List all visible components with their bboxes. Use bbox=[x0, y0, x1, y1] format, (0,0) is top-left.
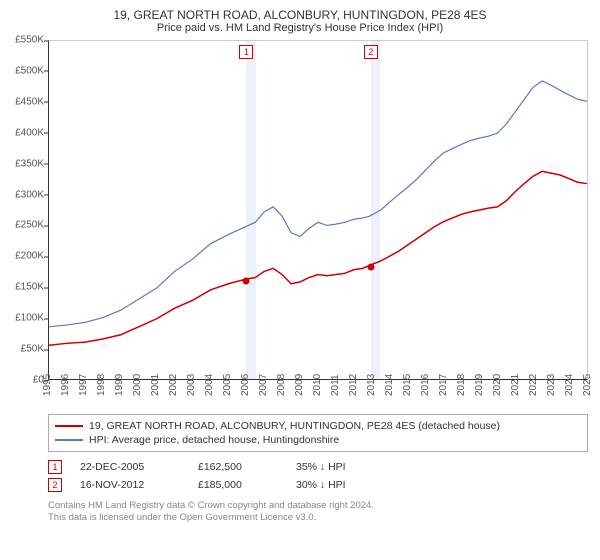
chart-title: 19, GREAT NORTH ROAD, ALCONBURY, HUNTING… bbox=[8, 8, 592, 22]
y-tick: £500K bbox=[15, 65, 44, 76]
footer: Contains HM Land Registry data © Crown c… bbox=[48, 500, 592, 524]
y-tick: £350K bbox=[15, 158, 44, 169]
x-tick: 1998 bbox=[96, 374, 107, 396]
footer-line: Contains HM Land Registry data © Crown c… bbox=[48, 500, 592, 512]
x-tick: 2002 bbox=[168, 374, 179, 396]
sale-delta: 35% ↓ HPI bbox=[296, 461, 386, 473]
x-tick: 2009 bbox=[294, 374, 305, 396]
legend: 19, GREAT NORTH ROAD, ALCONBURY, HUNTING… bbox=[48, 414, 588, 452]
x-tick: 2021 bbox=[510, 374, 521, 396]
x-tick: 1995 bbox=[42, 374, 53, 396]
x-tick: 2022 bbox=[528, 374, 539, 396]
x-tick: 2001 bbox=[150, 374, 161, 396]
legend-label: HPI: Average price, detached house, Hunt… bbox=[89, 434, 339, 446]
chart: 12 £0£50K£100K£150K£200K£250K£300K£350K£… bbox=[48, 40, 588, 410]
legend-item: 19, GREAT NORTH ROAD, ALCONBURY, HUNTING… bbox=[55, 419, 581, 433]
y-tick: £50K bbox=[21, 344, 44, 355]
x-tick: 2005 bbox=[222, 374, 233, 396]
x-tick: 2003 bbox=[186, 374, 197, 396]
y-tick: £150K bbox=[15, 282, 44, 293]
x-tick: 2006 bbox=[240, 374, 251, 396]
y-tick: £100K bbox=[15, 313, 44, 324]
sale-date: 16-NOV-2012 bbox=[80, 479, 180, 491]
x-tick: 2014 bbox=[384, 374, 395, 396]
x-tick: 1997 bbox=[78, 374, 89, 396]
sale-marker-dot bbox=[243, 277, 250, 284]
sale-marker-icon: 1 bbox=[48, 460, 62, 474]
sale-delta: 30% ↓ HPI bbox=[296, 479, 386, 491]
chart-subtitle: Price paid vs. HM Land Registry's House … bbox=[8, 22, 592, 34]
y-tick: £200K bbox=[15, 251, 44, 262]
x-tick: 2025 bbox=[582, 374, 593, 396]
legend-label: 19, GREAT NORTH ROAD, ALCONBURY, HUNTING… bbox=[89, 420, 500, 432]
y-tick: £400K bbox=[15, 127, 44, 138]
sale-marker-icon: 2 bbox=[48, 478, 62, 492]
x-tick: 2017 bbox=[438, 374, 449, 396]
y-axis: £0£50K£100K£150K£200K£250K£300K£350K£400… bbox=[8, 40, 46, 380]
x-tick: 2010 bbox=[312, 374, 323, 396]
sale-marker-label: 1 bbox=[239, 45, 253, 59]
y-tick: £450K bbox=[15, 96, 44, 107]
series-property bbox=[49, 171, 587, 345]
x-tick: 1999 bbox=[114, 374, 125, 396]
x-tick: 2015 bbox=[402, 374, 413, 396]
x-tick: 2004 bbox=[204, 374, 215, 396]
x-tick: 2023 bbox=[546, 374, 557, 396]
y-tick: £250K bbox=[15, 220, 44, 231]
chart-lines bbox=[49, 41, 587, 379]
sale-price: £185,000 bbox=[198, 479, 278, 491]
legend-item: HPI: Average price, detached house, Hunt… bbox=[55, 433, 581, 447]
x-tick: 2019 bbox=[474, 374, 485, 396]
sale-marker-label: 2 bbox=[364, 45, 378, 59]
x-tick: 2013 bbox=[366, 374, 377, 396]
x-tick: 2000 bbox=[132, 374, 143, 396]
x-tick: 2007 bbox=[258, 374, 269, 396]
x-tick: 2024 bbox=[564, 374, 575, 396]
legend-swatch bbox=[55, 425, 83, 427]
series-hpi bbox=[49, 81, 587, 327]
plot-area: 12 bbox=[48, 40, 588, 380]
sales-table: 1 22-DEC-2005 £162,500 35% ↓ HPI 2 16-NOV-201… bbox=[48, 458, 592, 494]
footer-line: This data is licensed under the Open Gov… bbox=[48, 512, 592, 524]
x-tick: 2018 bbox=[456, 374, 467, 396]
x-tick: 1996 bbox=[60, 374, 71, 396]
sale-date: 22-DEC-2005 bbox=[80, 461, 180, 473]
legend-swatch bbox=[55, 439, 83, 441]
sale-row: 1 22-DEC-2005 £162,500 35% ↓ HPI bbox=[48, 458, 592, 476]
y-tick: £300K bbox=[15, 189, 44, 200]
x-tick: 2011 bbox=[330, 374, 341, 396]
sale-row: 2 16-NOV-2012 £185,000 30% ↓ HPI bbox=[48, 476, 592, 494]
x-tick: 2008 bbox=[276, 374, 287, 396]
y-tick: £550K bbox=[15, 35, 44, 46]
x-tick: 2012 bbox=[348, 374, 359, 396]
x-tick: 2016 bbox=[420, 374, 431, 396]
sale-marker-dot bbox=[367, 263, 374, 270]
x-tick: 2020 bbox=[492, 374, 503, 396]
x-axis: 1995199619971998199920002001200220032004… bbox=[48, 380, 588, 410]
sale-price: £162,500 bbox=[198, 461, 278, 473]
